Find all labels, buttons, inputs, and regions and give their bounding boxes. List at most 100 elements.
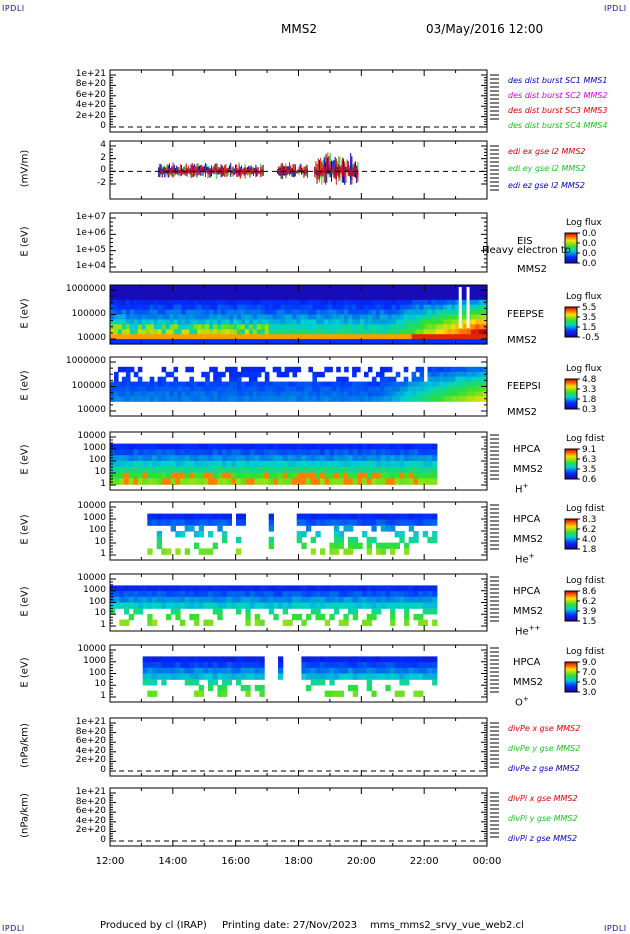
heat-cell [114, 472, 120, 479]
heat-cell [198, 602, 204, 609]
heat-cell [157, 319, 163, 325]
heat-cell [292, 613, 298, 621]
heat-cell [145, 391, 151, 397]
heat-cell [203, 443, 209, 450]
heat-cell [419, 386, 425, 392]
heat-cell [292, 585, 298, 592]
heat-cell [264, 371, 270, 378]
heat-cell [439, 366, 444, 373]
heat-cell [296, 299, 302, 306]
heat-cell [364, 396, 369, 402]
heat-cell [403, 376, 409, 383]
heat-cell [245, 472, 251, 479]
heat-cell [340, 314, 345, 320]
heat-cell [301, 455, 307, 462]
heat-cell [212, 591, 218, 598]
heat-cell [340, 289, 345, 296]
heat-cell [375, 319, 381, 325]
heat-cell [161, 478, 167, 485]
heat-cell [304, 319, 310, 325]
heat-cell [189, 376, 194, 383]
heat-cell [479, 334, 484, 340]
heat-cell [221, 319, 226, 325]
heat-cell [280, 391, 286, 397]
heat-cell [376, 519, 382, 526]
heat-cell [153, 309, 159, 316]
species-name: O [515, 697, 523, 709]
heat-cell [362, 519, 368, 526]
heat-cell [201, 285, 206, 291]
heat-cell [329, 679, 335, 686]
heat-cell [376, 591, 382, 598]
heat-cell [225, 339, 230, 345]
heat-cell [198, 684, 204, 692]
heat-cell [236, 455, 242, 462]
heat-cell [296, 455, 302, 462]
heat-cell [129, 289, 135, 296]
heat-cell [348, 314, 353, 320]
heat-cell [147, 455, 153, 462]
heat-cell [259, 602, 265, 609]
heat-cell [208, 478, 214, 485]
heat-cell [282, 472, 288, 479]
heat-cell [133, 596, 139, 604]
heat-cell [348, 548, 354, 555]
heat-cell [390, 519, 396, 526]
heat-cell [197, 285, 202, 291]
heat-cell [320, 285, 325, 291]
heat-cell [463, 299, 468, 306]
heat-cell [221, 294, 226, 301]
heat-cell [185, 381, 190, 388]
heat-cell [366, 656, 372, 663]
heat-cell [394, 472, 400, 479]
heat-cell [117, 366, 123, 373]
heat-cell [439, 371, 444, 378]
heat-cell [380, 673, 386, 680]
heat-cell [399, 314, 405, 320]
heat-cell [157, 299, 163, 306]
heat-cell [301, 449, 307, 456]
heat-cell [439, 324, 444, 330]
heat-cell [222, 472, 228, 479]
heat-cell [371, 585, 377, 592]
heat-cell [189, 304, 194, 311]
heat-cell [435, 299, 440, 306]
heat-cell [475, 376, 480, 383]
heat-cell [431, 319, 436, 325]
heat-cell [300, 314, 306, 320]
panel-frame [109, 69, 488, 133]
heat-cell [338, 619, 344, 626]
heat-cell [324, 285, 329, 291]
heat-cell [161, 304, 167, 311]
heat-cell [229, 285, 234, 291]
heat-cell [367, 381, 373, 388]
heat-cell [399, 285, 405, 291]
heat-cell [177, 324, 183, 330]
heat-cell [166, 466, 172, 474]
heat-cell [189, 285, 194, 291]
heat-cell [173, 386, 179, 392]
heat-cell [315, 519, 321, 526]
heat-cell [328, 309, 333, 316]
heat-cell [240, 513, 246, 520]
heat-cell [316, 381, 321, 388]
heat-cell [380, 472, 386, 479]
heat-cell [152, 461, 158, 468]
heat-cell [408, 585, 414, 592]
heat-cell [292, 324, 298, 330]
heat-cell [334, 585, 340, 592]
heat-cell [371, 449, 377, 456]
heat-cell [403, 309, 409, 316]
heat-cell [413, 443, 419, 450]
heat-cell [161, 391, 167, 397]
heat-cell [348, 472, 354, 479]
heat-cell [394, 466, 400, 474]
heat-cell [217, 667, 223, 675]
heat-cell [180, 455, 186, 462]
heat-cell [432, 656, 438, 663]
heat-cell [340, 299, 345, 306]
colorbar [564, 378, 578, 410]
heat-cell [447, 319, 452, 325]
heat-cell [357, 656, 363, 663]
heat-cell [407, 299, 413, 306]
